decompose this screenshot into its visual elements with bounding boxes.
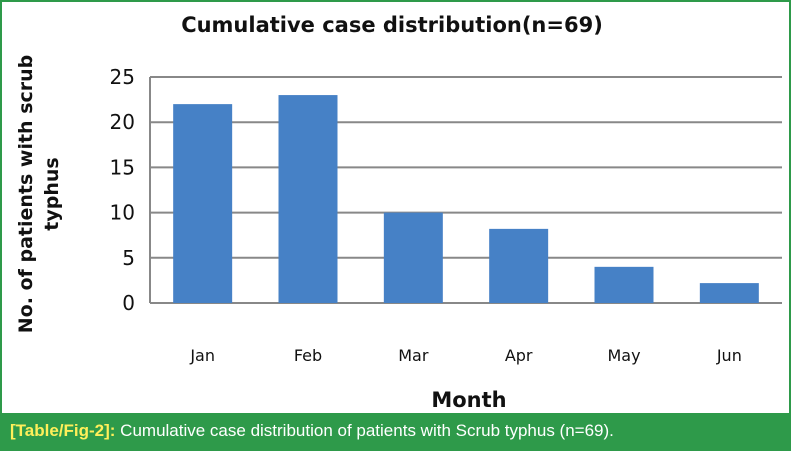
bar-may: [594, 266, 654, 303]
x-tick-label-may: May: [607, 346, 640, 365]
y-tick-label: 10: [110, 201, 135, 225]
y-tick-label: 20: [110, 110, 135, 134]
figure-caption: [Table/Fig-2]: Cumulative case distribut…: [2, 413, 789, 449]
y-axis-label-line-2: typhus: [41, 157, 63, 230]
bars: [173, 95, 759, 304]
x-tick-label-jun: Jun: [716, 346, 742, 365]
y-tick-label: 15: [110, 155, 135, 179]
y-tick-label: 5: [122, 246, 135, 270]
figure-caption-label: [Table/Fig-2]:: [10, 421, 116, 440]
y-tick-label: 0: [122, 291, 135, 315]
bar-feb: [278, 95, 338, 303]
bar-jan: [173, 104, 233, 304]
figure-caption-text: Cumulative case distribution of patients…: [115, 421, 614, 440]
bar-apr: [489, 228, 549, 303]
bar-mar: [383, 212, 443, 303]
x-tick-label-apr: Apr: [505, 346, 533, 365]
chart-title: Cumulative case distribution(n=69): [181, 13, 603, 37]
gridlines: [149, 76, 782, 304]
y-tick-labels: 0 5 10 15 20 25: [110, 65, 135, 315]
y-axis-label: No. of patients with scrub typhus: [15, 55, 63, 334]
x-tick-labels: Jan Feb Mar Apr May Jun: [189, 346, 742, 365]
x-tick-label-feb: Feb: [294, 346, 322, 365]
x-axis-label: Month: [431, 388, 506, 412]
y-tick-label: 25: [110, 65, 135, 89]
x-tick-label-mar: Mar: [398, 346, 429, 365]
bar-chart: Cumulative case distribution(n=69) No. o…: [15, 13, 782, 412]
bar-jun: [699, 283, 759, 303]
x-tick-label-jan: Jan: [189, 346, 215, 365]
y-axis-label-line-1: No. of patients with scrub: [15, 55, 37, 334]
